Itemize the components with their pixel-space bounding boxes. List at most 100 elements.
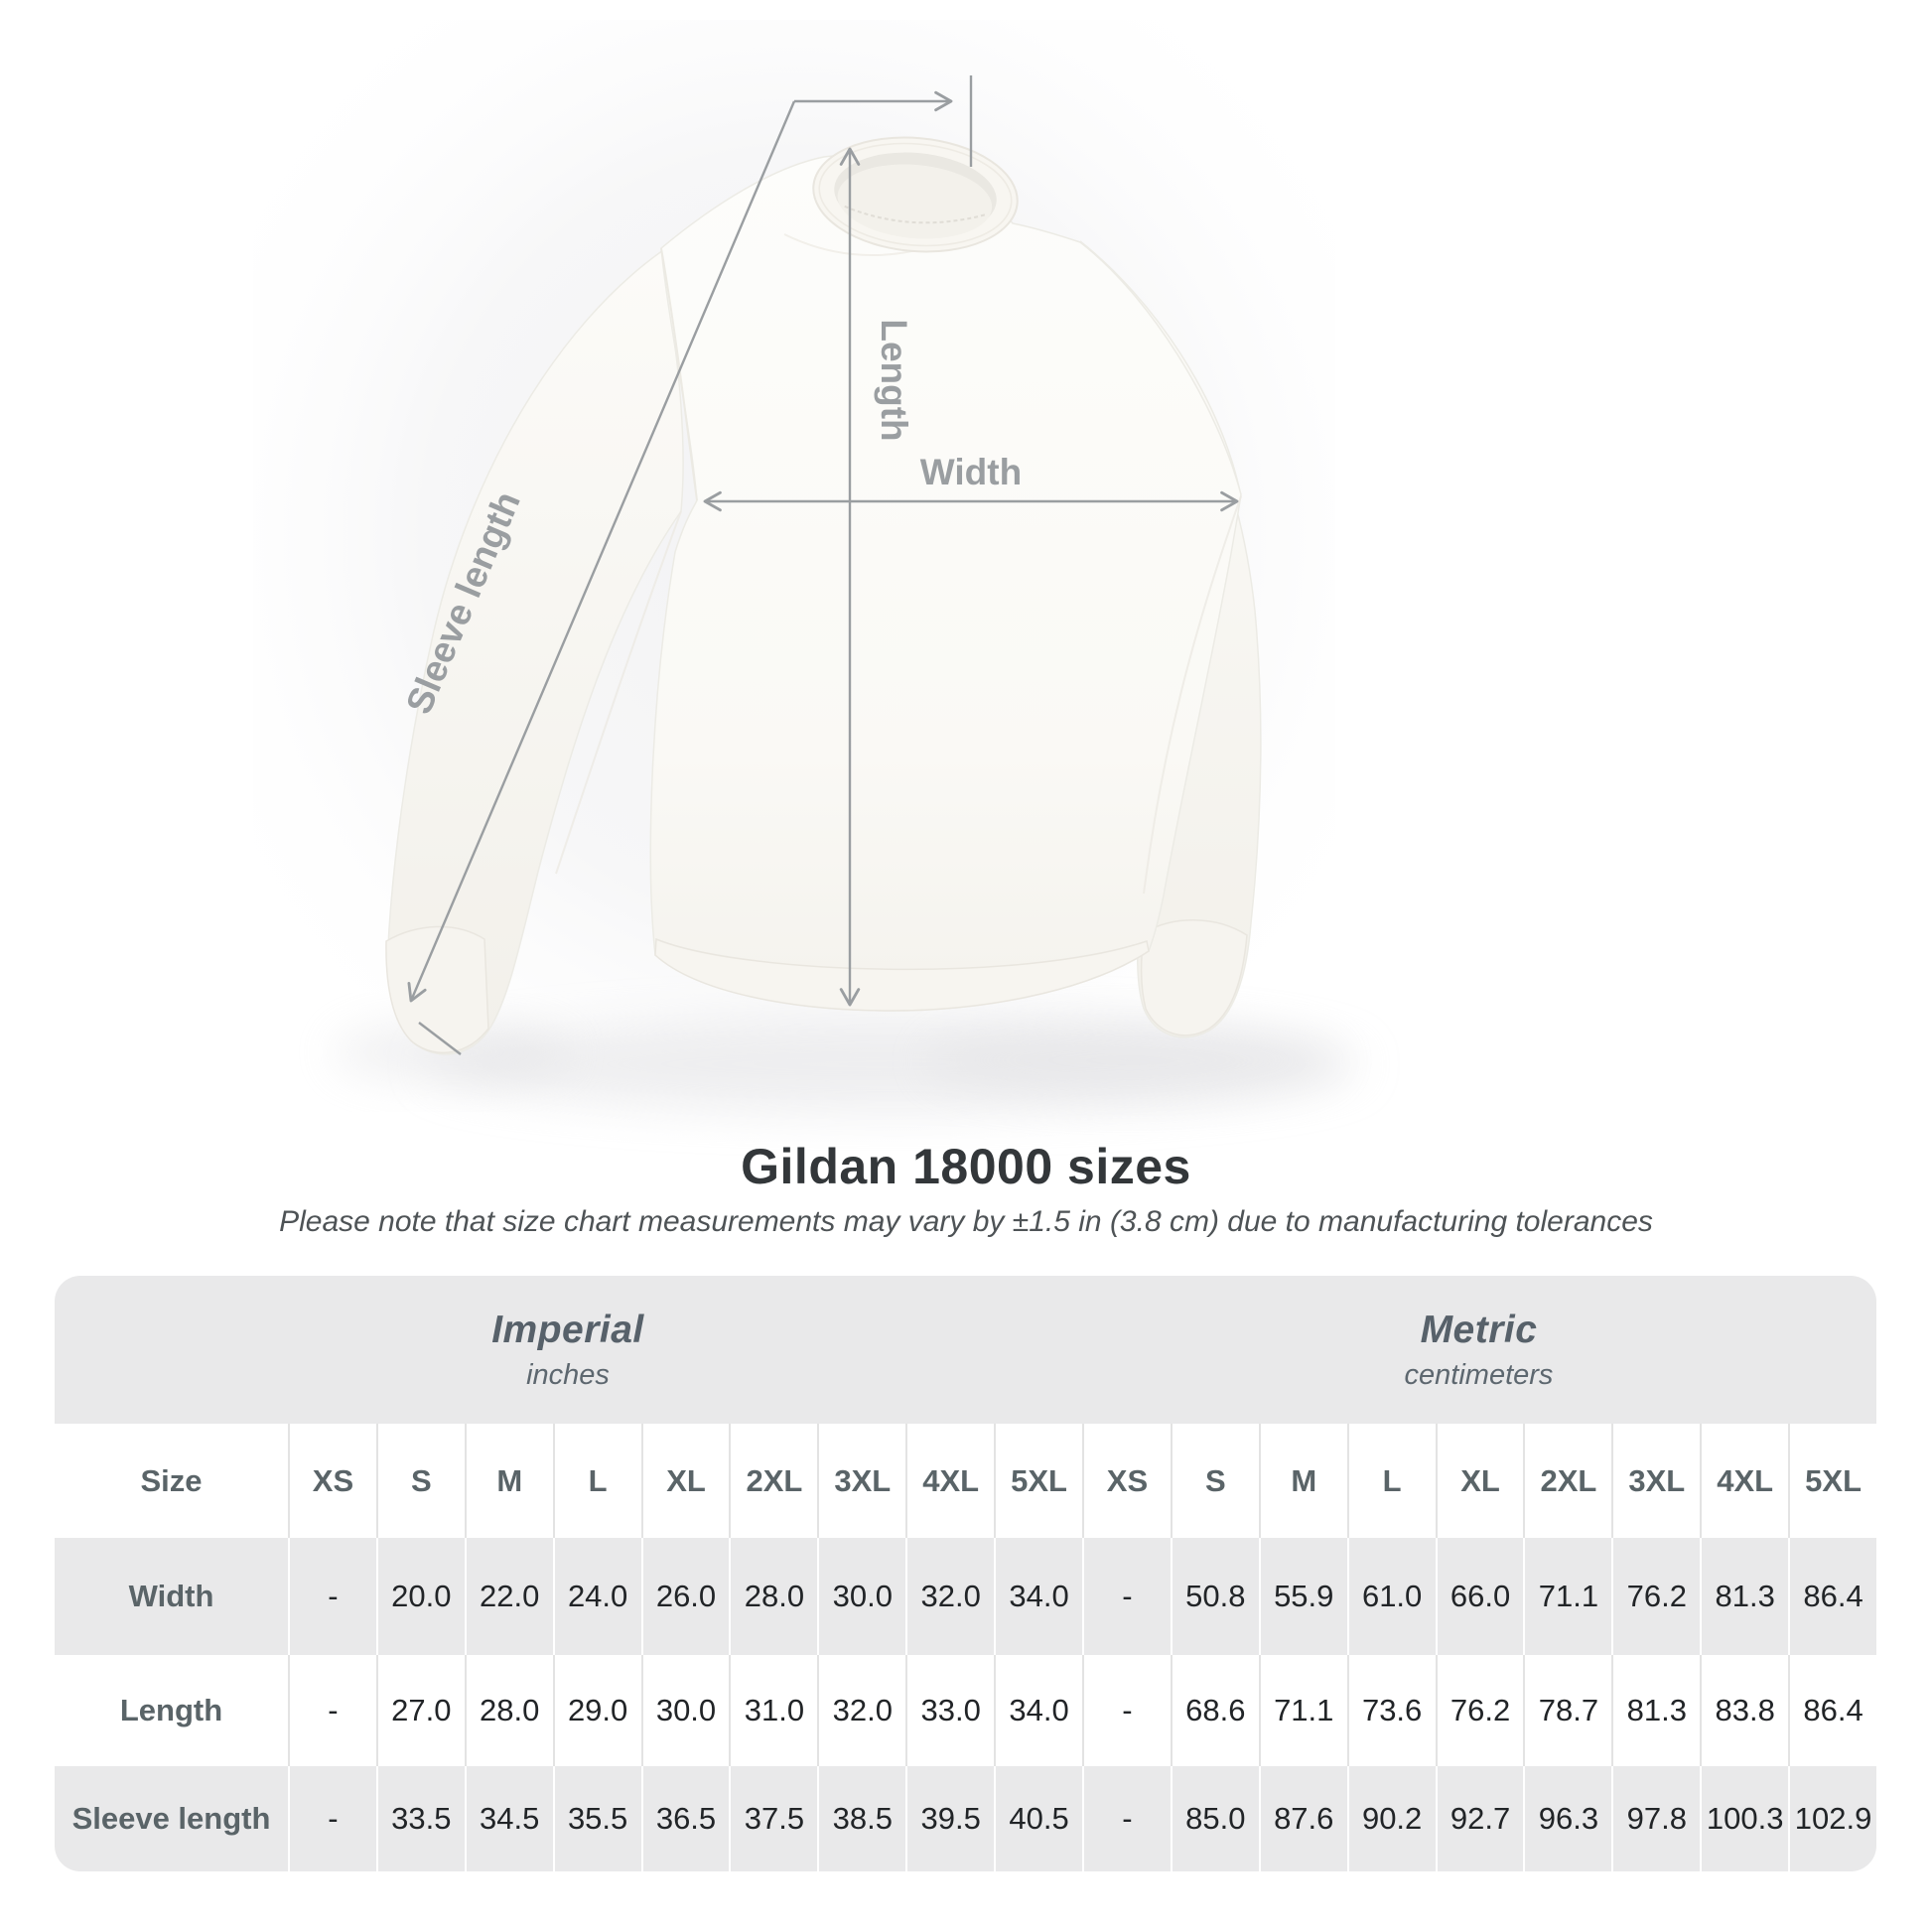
table-cell: 76.2 — [1611, 1538, 1700, 1655]
table-cell: 40.5 — [994, 1766, 1082, 1871]
table-cell: 78.7 — [1523, 1655, 1611, 1766]
table-cell: 90.2 — [1346, 1766, 1436, 1871]
size-header-row: Size XS S M L XL 2XL 3XL 4XL 5XL XS S M L XL 2XL 3XL 4XL… — [55, 1424, 1876, 1538]
size-header-imperial-4xl: 4XL — [905, 1424, 994, 1538]
sleeve-length-row: Sleeve length -33.5 34.5 35.5 36.5 37.5 38.5 3… — [55, 1766, 1876, 1871]
size-header-metric-xs: XS — [1082, 1424, 1171, 1538]
size-header-imperial-s: S — [375, 1424, 465, 1538]
table-cell: 29.0 — [552, 1655, 641, 1766]
page-title: Gildan 18000 sizes — [741, 1139, 1191, 1194]
size-header-metric-m: M — [1258, 1424, 1347, 1538]
table-cell: 86.4 — [1788, 1538, 1876, 1655]
table-cell: 87.6 — [1258, 1766, 1347, 1871]
metric-group-header: Metric centimeters — [1081, 1276, 1876, 1424]
table-cell: 33.0 — [905, 1655, 994, 1766]
table-cell: 37.5 — [729, 1766, 817, 1871]
table-cell: 55.9 — [1258, 1538, 1347, 1655]
table-cell: 33.5 — [375, 1766, 465, 1871]
size-header-metric-l: L — [1346, 1424, 1436, 1538]
table-cell: - — [1082, 1538, 1171, 1655]
table-cell: - — [1082, 1766, 1171, 1871]
tolerance-note: Please note that size chart measurements… — [279, 1205, 1653, 1238]
size-header-metric-2xl: 2XL — [1523, 1424, 1611, 1538]
table-cell: 28.0 — [729, 1538, 817, 1655]
table-cell: 36.5 — [640, 1766, 730, 1871]
sweatshirt-shadow — [333, 1019, 1360, 1110]
width-row: Width -20.0 22.0 24.0 26.0 28.0 30.0 32.0 34.0-… — [55, 1538, 1876, 1655]
table-cell: 86.4 — [1788, 1655, 1876, 1766]
width-label: Width — [920, 452, 1022, 492]
table-cell: 66.0 — [1435, 1538, 1524, 1655]
metric-unit-label: centimeters — [1404, 1358, 1554, 1391]
length-label: Length — [874, 319, 914, 441]
size-header-imperial-xs: XS — [288, 1424, 376, 1538]
table-cell: 81.3 — [1700, 1538, 1788, 1655]
table-cell: - — [288, 1655, 376, 1766]
metric-label: Metric — [1420, 1308, 1538, 1351]
table-cell: 30.0 — [640, 1655, 730, 1766]
size-column-header: Size — [140, 1462, 203, 1498]
table-cell: 71.1 — [1258, 1655, 1347, 1766]
size-header-metric-xl: XL — [1435, 1424, 1524, 1538]
size-header-imperial-xl: XL — [640, 1424, 730, 1538]
size-table: Imperial inches Metric centimeters Size … — [55, 1276, 1876, 1871]
table-cell: 31.0 — [729, 1655, 817, 1766]
table-cell: 61.0 — [1346, 1538, 1436, 1655]
sleeve-length-leader — [418, 1022, 462, 1055]
table-cell: 28.0 — [464, 1655, 553, 1766]
table-cell: 100.3 — [1700, 1766, 1788, 1871]
table-cell: 30.0 — [817, 1538, 905, 1655]
sweatshirt-illustration — [385, 136, 1262, 1055]
row-label-width: Width — [128, 1579, 214, 1613]
size-header-imperial-5xl: 5XL — [994, 1424, 1082, 1538]
left-sleeve — [387, 248, 684, 1055]
table-cell: 34.0 — [994, 1655, 1082, 1766]
table-cell: 76.2 — [1435, 1655, 1524, 1766]
size-header-metric-s: S — [1170, 1424, 1259, 1538]
size-header-metric-5xl: 5XL — [1788, 1424, 1876, 1538]
imperial-label: Imperial — [491, 1308, 644, 1351]
table-cell: 32.0 — [817, 1655, 905, 1766]
table-cell: - — [1082, 1655, 1171, 1766]
table-cell: 97.8 — [1611, 1766, 1700, 1871]
table-cell: 96.3 — [1523, 1766, 1611, 1871]
imperial-unit-label: inches — [526, 1358, 610, 1391]
table-cell: 71.1 — [1523, 1538, 1611, 1655]
table-cell: 27.0 — [375, 1655, 465, 1766]
table-cell: 35.5 — [552, 1766, 641, 1871]
table-cell: 50.8 — [1170, 1538, 1259, 1655]
measurement-annotations — [407, 75, 1239, 1055]
size-header-metric-3xl: 3XL — [1611, 1424, 1700, 1538]
table-cell: 92.7 — [1435, 1766, 1524, 1871]
table-cell: 85.0 — [1170, 1766, 1259, 1871]
right-cuff — [1140, 919, 1248, 1036]
size-header-metric-4xl: 4XL — [1700, 1424, 1788, 1538]
unit-group-header-row: Imperial inches Metric centimeters — [55, 1276, 1876, 1424]
imperial-group-header: Imperial inches — [55, 1276, 1081, 1424]
table-cell: 32.0 — [905, 1538, 994, 1655]
size-header-imperial-m: M — [464, 1424, 553, 1538]
row-label-length: Length — [119, 1693, 223, 1727]
table-cell: 34.0 — [994, 1538, 1082, 1655]
sweatshirt-figure: Length Width Sleeve length — [253, 20, 1360, 1142]
table-cell: - — [288, 1766, 376, 1871]
table-cell: 73.6 — [1346, 1655, 1436, 1766]
crew-collar — [812, 136, 1019, 253]
table-cell: 26.0 — [640, 1538, 730, 1655]
sleeve-length-diagonal-arrow — [407, 100, 796, 1003]
table-cell: 68.6 — [1170, 1655, 1259, 1766]
size-header-imperial-3xl: 3XL — [817, 1424, 905, 1538]
table-cell: 38.5 — [817, 1766, 905, 1871]
table-cell: 81.3 — [1611, 1655, 1700, 1766]
length-row: Length -27.0 28.0 29.0 30.0 31.0 32.0 33.0 34.0… — [55, 1655, 1876, 1766]
row-label-sleeve-length: Sleeve length — [71, 1801, 271, 1836]
table-cell: 102.9 — [1788, 1766, 1876, 1871]
table-cell: 24.0 — [552, 1538, 641, 1655]
seam-lines — [555, 229, 1242, 895]
table-cell: 34.5 — [464, 1766, 553, 1871]
table-cell: 83.8 — [1700, 1655, 1788, 1766]
table-cell: 20.0 — [375, 1538, 465, 1655]
size-header-imperial-l: L — [552, 1424, 641, 1538]
size-header-imperial-2xl: 2XL — [729, 1424, 817, 1538]
